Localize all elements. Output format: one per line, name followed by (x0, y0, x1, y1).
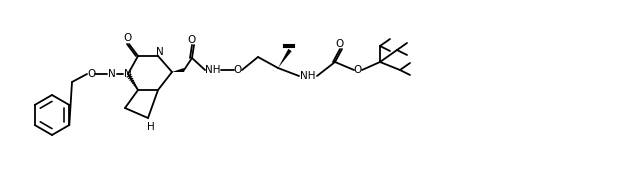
Polygon shape (278, 49, 291, 68)
Text: O: O (123, 33, 131, 43)
Text: N: N (156, 47, 164, 57)
Text: O: O (188, 35, 196, 45)
Text: N: N (124, 69, 132, 79)
Text: O: O (87, 69, 95, 79)
Text: O: O (336, 39, 344, 49)
Polygon shape (172, 68, 184, 72)
Text: H: H (147, 122, 155, 132)
Text: O: O (234, 65, 242, 75)
Text: O: O (354, 65, 362, 75)
Text: NH: NH (205, 65, 221, 75)
Text: N: N (108, 69, 116, 79)
Text: NH: NH (300, 71, 316, 81)
